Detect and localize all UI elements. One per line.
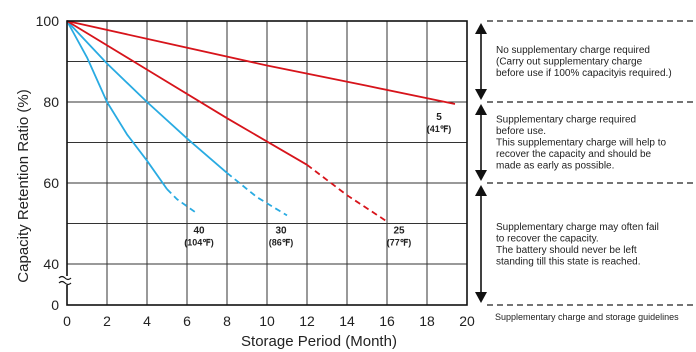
x-tick-label: 6: [183, 313, 191, 329]
guide-arrow-down: [475, 292, 487, 303]
guide-text-line: before use if 100% capacityis required.): [496, 68, 672, 79]
y-tick-label: 0: [51, 297, 59, 313]
series-group: [66, 20, 456, 223]
guide-text-line: (Carry out supplementary charge: [496, 57, 643, 68]
y-axis-title: Capacity Retention Ratio (%): [15, 89, 32, 282]
x-tick-label: 10: [259, 313, 275, 329]
x-tick-label: 4: [143, 313, 151, 329]
y-tick-label: 100: [36, 13, 60, 29]
guide-arrow-down: [475, 89, 487, 100]
series-5-label: 5: [436, 112, 442, 123]
guide-arrow-up: [475, 104, 487, 115]
series-40-dashed: [166, 188, 198, 215]
guide-text-line: This supplementary charge will help to: [496, 138, 667, 149]
guide-text-line: Supplementary charge required: [496, 115, 636, 126]
axis-break-gap: [61, 276, 73, 285]
x-tick-label: 14: [339, 313, 355, 329]
series-25-temp: (77℉): [387, 238, 412, 248]
series-30-line: [66, 20, 228, 174]
axes: [58, 20, 468, 306]
tick-labels: 0 2 4 6 8 10 12 14 16 18 20 100 80 60 40 0: [36, 13, 475, 329]
plot-frame: [66, 20, 468, 306]
guide-text-line: before use.: [496, 126, 546, 137]
series-5-line: [66, 20, 456, 105]
guide-title: Supplementary charge and storage guideli…: [495, 312, 679, 322]
series-40-temp: (104℉): [184, 238, 214, 248]
series-25-label: 25: [393, 226, 405, 237]
y-tick-label: 40: [43, 256, 59, 272]
axis-break-icon: [58, 275, 73, 286]
series-30-label: 30: [275, 226, 287, 237]
guide-text-line: to recover the capacity.: [496, 233, 599, 244]
x-axis-title: Storage Period (Month): [241, 333, 397, 350]
x-tick-label: 0: [63, 313, 71, 329]
x-tick-label: 8: [223, 313, 231, 329]
axis-break-mark: [58, 275, 72, 286]
y-tick-label: 60: [43, 175, 59, 191]
x-tick-label: 2: [103, 313, 111, 329]
series-25-line: [66, 20, 308, 166]
y-tick-label: 80: [43, 94, 59, 110]
guide-text-line: standing till this state is reached.: [496, 256, 641, 267]
guide-arrow-down: [475, 170, 487, 181]
curve-labels: 40(104℉) 30(86℉) 25(77℉) 5(41℉): [184, 112, 451, 247]
guide-text-line: The battery should never be left: [496, 245, 637, 256]
grid: [67, 21, 467, 305]
x-tick-label: 12: [299, 313, 315, 329]
x-tick-label: 20: [459, 313, 475, 329]
guide-text-line: Supplementary charge may often fail: [496, 222, 659, 233]
x-tick-label: 18: [419, 313, 435, 329]
guide-text-line: recover the capacity and should be: [496, 149, 652, 160]
series-40-line: [66, 20, 168, 190]
series-40-label: 40: [193, 226, 205, 237]
guide-arrow-up: [475, 23, 487, 34]
series-5-temp: (41℉): [427, 124, 452, 134]
x-tick-label: 16: [379, 313, 395, 329]
guide-arrow-up: [475, 185, 487, 196]
guide-text-line: made as early as possible.: [496, 161, 614, 172]
series-30-temp: (86℉): [269, 238, 294, 248]
series-30-dashed: [226, 172, 288, 217]
guidelines-panel: No supplementary charge required(Carry o…: [475, 20, 696, 322]
guide-text-line: No supplementary charge required: [496, 45, 650, 56]
series-25-dashed: [306, 164, 388, 223]
